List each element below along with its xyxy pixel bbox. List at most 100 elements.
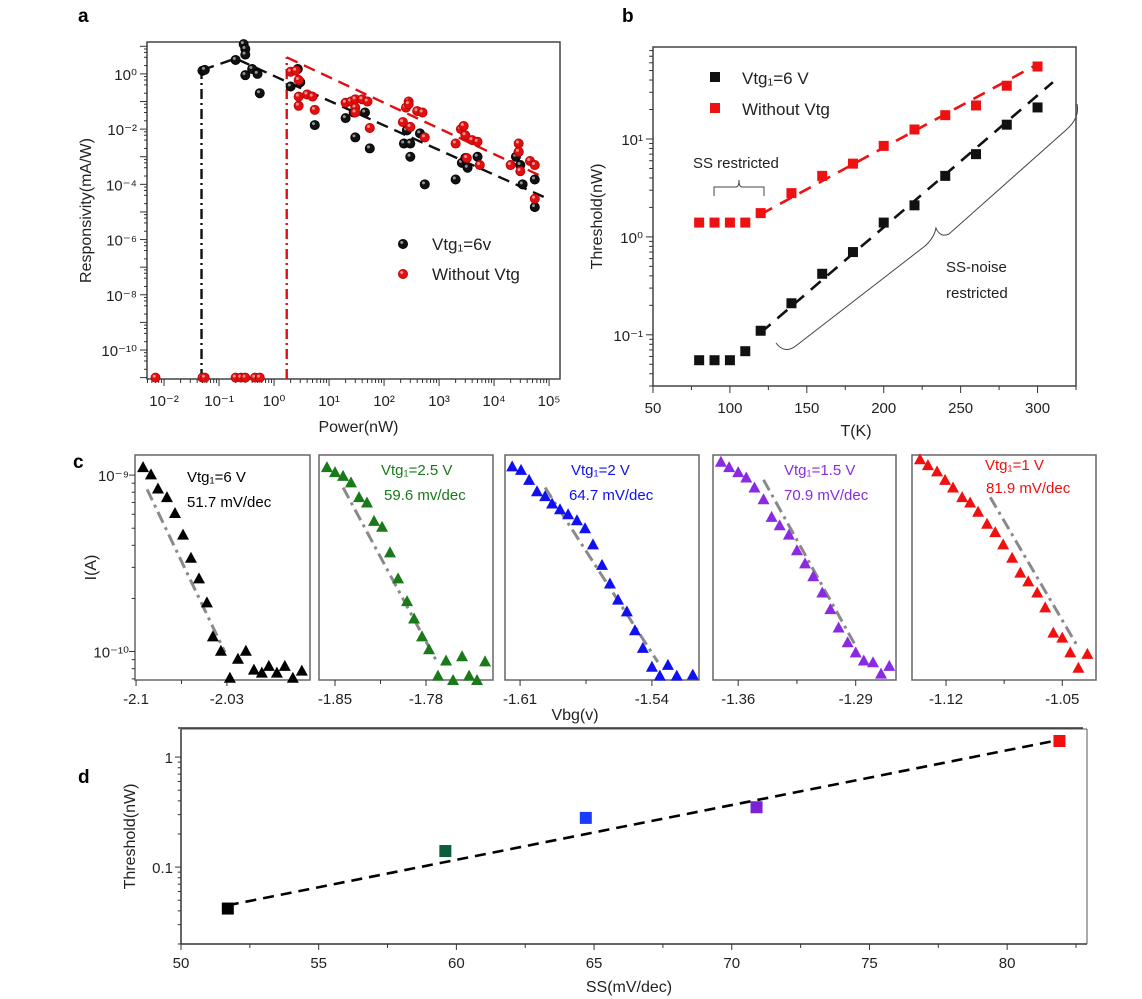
data-point <box>309 120 320 131</box>
data-point <box>694 217 705 228</box>
data-point <box>240 49 251 60</box>
fit-dashed-line <box>227 738 1063 907</box>
y-tick-label: 10⁻¹⁰ <box>101 343 137 360</box>
data-point <box>997 538 1010 550</box>
data-point <box>423 643 436 655</box>
data-point-highlight <box>342 99 346 103</box>
data-point <box>137 461 150 473</box>
data-point <box>401 595 414 607</box>
data-point-highlight <box>519 181 523 185</box>
data-point <box>971 149 982 160</box>
data-point-highlight <box>287 83 291 87</box>
data-point <box>193 572 206 584</box>
y-tick-label: 0.1 <box>152 860 173 877</box>
data-point-highlight <box>242 374 246 378</box>
data-point <box>740 471 753 483</box>
annotation-ss-restricted: SS restricted <box>693 155 779 172</box>
data-point-highlight <box>242 51 246 55</box>
x-tick-label: 300 <box>1025 400 1050 417</box>
data-point <box>723 461 736 473</box>
plot-frame <box>504 454 700 681</box>
data-point-highlight <box>476 162 480 166</box>
data-point <box>1031 586 1044 598</box>
data-point <box>439 845 452 858</box>
legend-marker-highlight <box>400 271 404 274</box>
data-point <box>709 355 720 366</box>
data-point <box>254 88 265 99</box>
x-tick-label: 60 <box>448 955 465 972</box>
subplot-label: Vtg₁=1 V <box>985 457 1044 474</box>
data-point <box>1001 119 1012 130</box>
data-point <box>620 605 633 617</box>
data-point <box>293 100 304 111</box>
data-point <box>913 453 926 465</box>
x-tick-label: 150 <box>794 400 819 417</box>
x-tick-label: -1.78 <box>409 691 443 708</box>
y-axis-label: I(A) <box>83 555 100 581</box>
data-point <box>849 646 862 658</box>
data-point <box>773 519 786 531</box>
data-point <box>1014 566 1027 578</box>
x-axis-label: T(K) <box>840 423 871 440</box>
data-point <box>971 100 982 111</box>
data-point <box>285 81 296 92</box>
y-tick-label: 10⁻⁹ <box>98 468 129 485</box>
data-point <box>883 659 896 671</box>
chart-c: -2.1 -2.03 10⁻⁹ 10⁻¹⁰ Vtg₁=6 V 51.7 mV/dec -1.… <box>83 453 1097 729</box>
data-point <box>603 577 616 589</box>
y-tick-label: 10⁰ <box>620 230 643 247</box>
legend-marker <box>397 268 408 279</box>
data-point-highlight <box>407 140 411 144</box>
data-point <box>295 664 308 676</box>
data-point-highlight <box>405 101 409 105</box>
x-tick-label: -1.12 <box>929 691 963 708</box>
data-point-highlight <box>527 158 531 162</box>
data-point <box>231 652 244 664</box>
data-point <box>755 208 766 219</box>
data-point-highlight <box>474 153 478 157</box>
data-point <box>529 174 540 185</box>
data-point <box>471 674 484 685</box>
data-point <box>214 644 227 656</box>
data-point-highlight <box>531 204 535 208</box>
data-point-highlight <box>295 93 299 97</box>
data-point <box>878 217 889 228</box>
data-point <box>661 658 674 670</box>
data-point <box>359 107 370 118</box>
data-point <box>384 546 397 558</box>
data-point <box>456 650 469 662</box>
data-point <box>724 355 735 366</box>
data-point <box>150 372 161 383</box>
data-point <box>790 544 803 556</box>
data-point-highlight <box>469 137 473 141</box>
data-point <box>309 104 320 115</box>
data-point <box>807 570 820 582</box>
data-point <box>956 491 969 503</box>
data-point <box>206 630 219 642</box>
plot-frame <box>318 454 494 681</box>
data-point <box>1064 646 1077 658</box>
subplot-3: -1.61 -1.54 Vtg₁=2 V 64.7 mV/dec <box>503 454 700 708</box>
data-point <box>546 497 559 509</box>
brace-ss-restricted <box>713 179 765 196</box>
data-point <box>786 298 797 309</box>
x-tick-label: 10¹ <box>318 393 340 410</box>
data-point <box>221 902 234 915</box>
data-point <box>824 603 837 615</box>
data-point <box>586 538 599 550</box>
panel-label-c: c <box>73 452 84 473</box>
data-point-highlight <box>352 109 356 113</box>
data-point-highlight <box>309 93 313 97</box>
x-tick-label: 10² <box>373 393 395 410</box>
data-point-highlight <box>352 134 356 138</box>
data-point <box>841 636 854 648</box>
data-point <box>529 193 540 204</box>
data-point <box>1006 551 1019 563</box>
data-point <box>981 517 994 529</box>
data-point <box>513 138 524 149</box>
data-point-highlight <box>201 374 205 378</box>
subplot-ss-value: 51.7 mV/dec <box>187 494 272 511</box>
data-point <box>431 669 444 681</box>
data-point <box>364 122 375 133</box>
data-point <box>529 160 540 171</box>
